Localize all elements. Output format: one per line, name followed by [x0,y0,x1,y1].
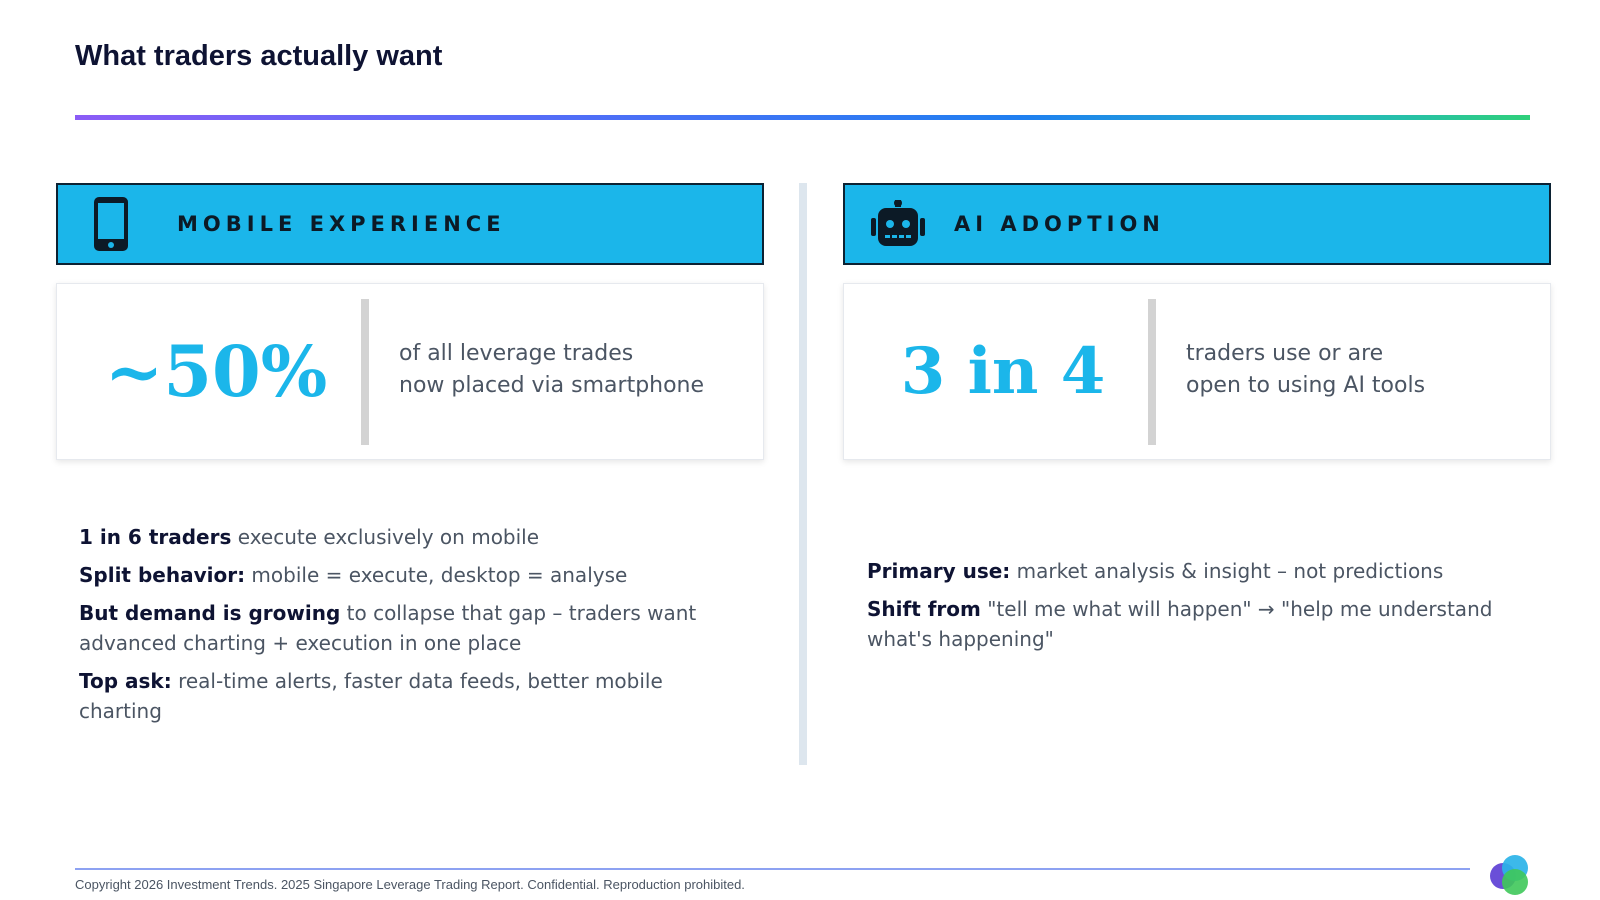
mobile-stat-description: of all leverage trades now placed via sm… [399,338,749,402]
mobile-experience-header: MOBILE EXPERIENCE [56,183,764,265]
list-item-text: real-time alerts, faster data feeds, bet… [79,669,663,723]
ai-stat-value: 3 in 4 [900,334,1106,409]
list-item-lead: Top ask: [79,669,172,693]
list-item-lead: Shift from [867,597,981,621]
copyright-notice: Copyright 2026 Investment Trends. 2025 S… [75,877,745,892]
list-item-text: market analysis & insight – not predicti… [1010,559,1444,583]
ai-stat-card: 3 in 4 traders use or are open to using … [843,283,1551,460]
list-item-text: mobile = execute, desktop = analyse [245,563,628,587]
stat-separator [361,299,369,445]
list-item-lead: 1 in 6 traders [79,525,232,549]
list-item-lead: Split behavior: [79,563,246,587]
list-item: Shift from "tell me what will happen" → … [867,594,1527,654]
title-gradient-rule [75,115,1530,120]
footer-rule [75,868,1470,870]
list-item: 1 in 6 traders execute exclusively on mo… [79,522,719,552]
list-item-text: "tell me what will happen" → "help me un… [867,597,1493,651]
mobile-experience-title: MOBILE EXPERIENCE [177,212,506,236]
ai-stat-description: traders use or are open to using AI tool… [1186,338,1536,402]
mobile-stat-card: ~50% of all leverage trades now placed v… [56,283,764,460]
ai-stat-line-2: open to using AI tools [1186,373,1426,398]
investment-trends-logo-icon [1487,852,1533,898]
mobile-insights-list: 1 in 6 traders execute exclusively on mo… [79,522,719,734]
mobile-stat-value: ~50% [104,330,328,413]
stat-separator [1148,299,1156,445]
list-item-lead: But demand is growing [79,601,341,625]
list-item-text: to collapse that gap – traders want adva… [79,601,697,655]
list-item-lead: Primary use: [867,559,1011,583]
page-title: What traders actually want [75,40,443,72]
list-item: Split behavior: mobile = execute, deskto… [79,560,719,590]
robot-icon [868,194,928,254]
column-divider [799,183,807,765]
mobile-stat-line-1: of all leverage trades [399,341,634,366]
list-item: Top ask: real-time alerts, faster data f… [79,666,719,726]
ai-insights-list: Primary use: market analysis & insight –… [867,556,1527,662]
list-item-text: execute exclusively on mobile [231,525,540,549]
mobile-stat-line-2: now placed via smartphone [399,373,705,398]
list-item: But demand is growing to collapse that g… [79,598,719,658]
ai-adoption-header: AI ADOPTION [843,183,1551,265]
list-item: Primary use: market analysis & insight –… [867,556,1527,586]
smartphone-icon [88,194,134,254]
ai-adoption-title: AI ADOPTION [954,212,1165,236]
ai-stat-line-1: traders use or are [1186,341,1384,366]
